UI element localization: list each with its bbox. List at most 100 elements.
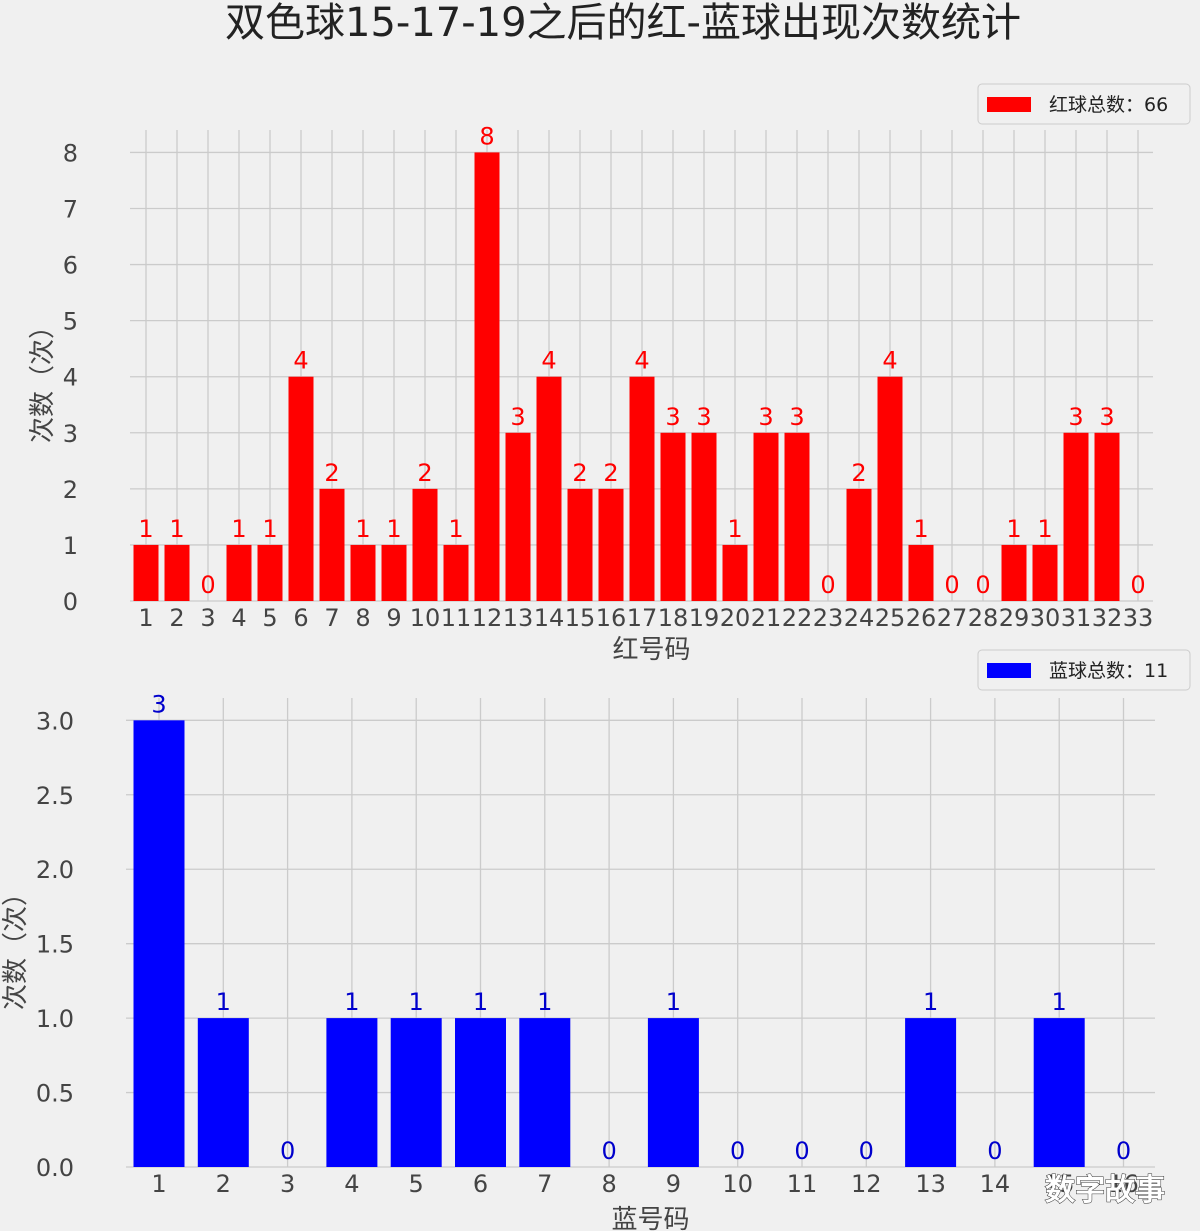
x-tick-label: 9 — [666, 1170, 681, 1198]
bar-value-label: 0 — [975, 571, 990, 599]
bar — [1032, 544, 1058, 601]
x-tick-label: 12 — [472, 604, 503, 632]
y-tick-label: 1.5 — [36, 931, 74, 959]
bar — [905, 1018, 957, 1167]
bar — [846, 488, 872, 601]
x-tick-label: 7 — [537, 1170, 552, 1198]
y-tick-label: 7 — [63, 196, 78, 224]
bar — [412, 488, 438, 601]
x-tick-label: 18 — [658, 604, 689, 632]
y-tick-label: 0.5 — [36, 1080, 74, 1108]
legend: 红球总数：66 — [977, 83, 1191, 125]
bar-value-label: 4 — [293, 347, 308, 375]
x-tick-label: 13 — [503, 604, 534, 632]
x-tick-label: 31 — [1061, 604, 1092, 632]
bar-value-label: 1 — [386, 515, 401, 543]
bar — [647, 1018, 699, 1167]
blue-ball-chart: 0.00.51.01.52.02.53.03112031415161708190… — [1, 649, 1191, 1231]
bar-value-label: 3 — [758, 403, 773, 431]
bar-value-label: 1 — [1052, 988, 1067, 1016]
x-tick-label: 1 — [151, 1170, 166, 1198]
bar-value-label: 0 — [987, 1137, 1002, 1165]
bar — [133, 544, 159, 601]
bar-value-label: 2 — [851, 459, 866, 487]
legend-box — [977, 83, 1191, 125]
red-ball-chart: 0123456781112031415462718192101118123134… — [28, 83, 1191, 665]
x-tick-label: 15 — [565, 604, 596, 632]
bar — [1001, 544, 1027, 601]
bar — [133, 720, 185, 1167]
bar-value-label: 1 — [344, 988, 359, 1016]
x-tick-label: 24 — [844, 604, 875, 632]
bar-value-label: 2 — [603, 459, 618, 487]
y-tick-label: 1 — [63, 532, 78, 560]
bar — [474, 152, 500, 601]
bar-value-label: 3 — [510, 403, 525, 431]
x-tick-label: 1 — [138, 604, 153, 632]
x-tick-label: 11 — [787, 1170, 818, 1198]
bar-value-label: 4 — [882, 347, 897, 375]
bar — [598, 488, 624, 601]
bar-value-label: 1 — [666, 988, 681, 1016]
y-axis-label: 次数（次） — [1, 880, 31, 1010]
x-tick-label: 3 — [200, 604, 215, 632]
bar-value-label: 4 — [634, 347, 649, 375]
x-tick-label: 21 — [751, 604, 782, 632]
bar — [660, 432, 686, 601]
bar — [722, 544, 748, 601]
x-axis-label: 红号码 — [612, 635, 690, 665]
y-tick-label: 2 — [63, 476, 78, 504]
bar-value-label: 1 — [473, 988, 488, 1016]
bar — [519, 1018, 571, 1167]
y-axis-label: 次数（次） — [28, 313, 58, 443]
bar-value-label: 1 — [923, 988, 938, 1016]
bar-value-label: 8 — [479, 122, 494, 150]
bar-value-label: 1 — [727, 515, 742, 543]
bar — [1033, 1018, 1085, 1167]
legend-swatch — [987, 663, 1031, 678]
x-axis-label: 蓝号码 — [611, 1205, 689, 1231]
legend: 蓝球总数：11 — [977, 649, 1191, 691]
bar — [390, 1018, 442, 1167]
bar-value-label: 1 — [169, 515, 184, 543]
bar-value-label: 2 — [572, 459, 587, 487]
bar — [326, 1018, 378, 1167]
bar — [784, 432, 810, 601]
legend-swatch — [987, 97, 1031, 112]
bar — [877, 376, 903, 601]
bar-value-label: 0 — [200, 571, 215, 599]
x-tick-label: 4 — [344, 1170, 359, 1198]
x-tick-label: 14 — [980, 1170, 1011, 1198]
y-tick-label: 4 — [63, 364, 78, 392]
legend-box — [977, 649, 1191, 691]
x-tick-label: 12 — [851, 1170, 882, 1198]
y-tick-label: 0.0 — [36, 1154, 74, 1182]
bar — [1063, 432, 1089, 601]
bar-value-label: 1 — [448, 515, 463, 543]
x-tick-label: 2 — [216, 1170, 231, 1198]
bar — [226, 544, 252, 601]
x-tick-label: 6 — [293, 604, 308, 632]
bar — [536, 376, 562, 601]
y-tick-label: 2.0 — [36, 856, 74, 884]
bar-value-label: 3 — [1099, 403, 1114, 431]
bar-value-label: 1 — [231, 515, 246, 543]
bar-value-label: 1 — [1037, 515, 1052, 543]
bar-value-label: 3 — [665, 403, 680, 431]
bar-value-label: 1 — [355, 515, 370, 543]
legend-label: 红球总数：66 — [1049, 94, 1168, 116]
watermark: 数字故事 — [1045, 1173, 1165, 1208]
bar — [288, 376, 314, 601]
bar-value-label: 1 — [913, 515, 928, 543]
bar-value-label: 1 — [1006, 515, 1021, 543]
x-tick-label: 19 — [689, 604, 720, 632]
x-tick-label: 5 — [409, 1170, 424, 1198]
x-tick-label: 16 — [596, 604, 627, 632]
bar — [443, 544, 469, 601]
x-tick-label: 14 — [534, 604, 565, 632]
bar — [197, 1018, 249, 1167]
x-tick-label: 3 — [280, 1170, 295, 1198]
bar-value-label: 0 — [859, 1137, 874, 1165]
x-tick-label: 9 — [386, 604, 401, 632]
